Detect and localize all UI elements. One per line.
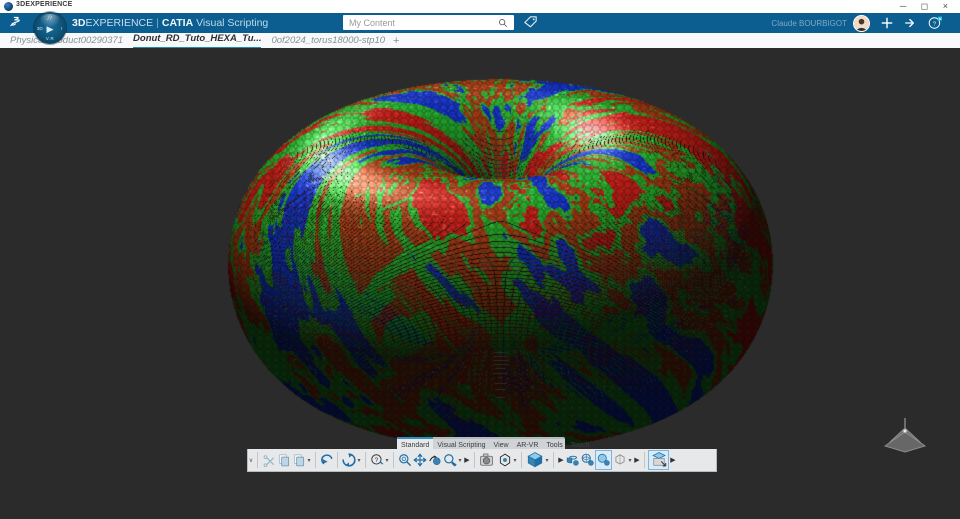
svg-text:?: ?: [374, 457, 378, 464]
svg-text:?: ?: [933, 21, 937, 27]
